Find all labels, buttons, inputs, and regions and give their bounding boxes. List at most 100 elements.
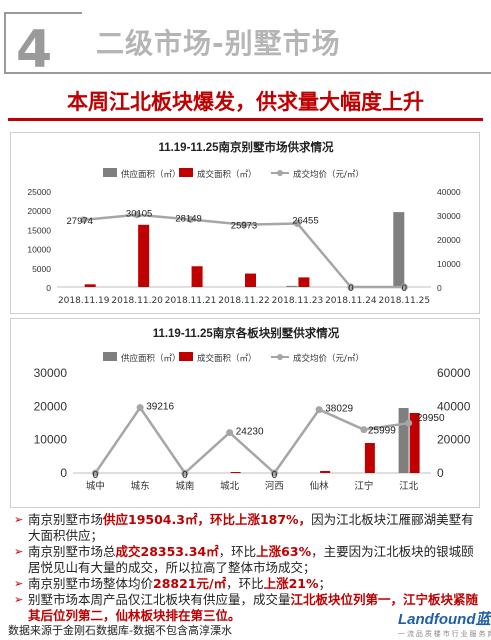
avg-price-point <box>133 211 141 219</box>
avg-price-data-label: 25999 <box>368 426 396 437</box>
x-tick-label: 2018.11.19 <box>58 296 110 306</box>
x-tick-label: 城北 <box>220 481 240 492</box>
summary-note: ➢ 南京别墅市场整体均价28821元/㎡，环比上涨21%； <box>14 576 484 592</box>
chart-daily-supply-demand: 11.19-11.25南京别墅市场供求情况 供应面积（㎡） 成交面积（㎡） 成交均价（… <box>10 132 480 314</box>
chart-title: 11.19-11.25南京各板块别墅供求情况 <box>153 326 340 340</box>
y-left-tick-label: 20000 <box>34 399 68 413</box>
avg-price-data-label: 30105 <box>126 209 152 220</box>
bar-transaction <box>320 471 331 473</box>
y-right-tick-label: 20000 <box>437 433 471 447</box>
x-tick-label: 城南 <box>175 480 194 492</box>
bar-transaction <box>364 443 375 473</box>
avg-price-point <box>270 469 278 477</box>
bar-supply <box>286 285 298 287</box>
x-tick-label: 城中 <box>86 480 105 492</box>
x-tick-label: 河西 <box>265 480 284 492</box>
note-text: 南京别墅市场总 <box>28 544 116 559</box>
legend-label: 成交面积（㎡） <box>197 169 257 180</box>
arrow-bullet-icon: ➢ <box>14 577 24 590</box>
avg-price-point <box>80 216 88 224</box>
x-tick-label: 江北 <box>399 481 419 492</box>
avg-price-data-label: 26455 <box>292 216 318 227</box>
x-tick-label: 江宁 <box>354 480 373 492</box>
y-right-tick-label: 60000 <box>437 366 471 380</box>
note-text: ，主要因为江北板块的银城颐居悦见山有大量的成交，所以拉高了整体市场成交； <box>28 544 474 575</box>
avg-price-data-label: 0 <box>402 283 407 294</box>
legend-bar-swatch <box>179 168 193 177</box>
note-text: 南京别墅市场 <box>28 512 104 527</box>
note-highlight: 江北板块位列第一，江宁板块紧随其后位列第二，仙林板块排在第三位。 <box>28 592 479 623</box>
bar-transaction <box>191 266 203 287</box>
note-highlight: 供应19504.3㎡，环比上涨187%， <box>103 512 312 527</box>
note-text: 别墅市场本周产品仅江北板块有供应量，成交量 <box>28 592 291 607</box>
x-tick-label: 2018.11.22 <box>218 296 270 306</box>
x-tick-label: 仙林 <box>310 480 330 492</box>
summary-note: ➢ 南京别墅市场总成交28353.34㎡，环比上涨63%，主要因为江北板块的银城颐… <box>14 544 484 576</box>
legend-marker-swatch <box>277 170 283 176</box>
y-right-tick-label: 40000 <box>437 399 471 413</box>
summary-notes: ➢ 南京别墅市场供应19504.3㎡，环比上涨187%，因为江北板块江雁郦湖美墅有… <box>14 512 484 624</box>
bar-supply <box>393 212 405 287</box>
x-tick-label: 城东 <box>131 480 150 492</box>
note-text: ，环比 <box>218 544 257 559</box>
y-right-tick-label: 20000 <box>437 235 461 245</box>
y-left-tick-label: 15000 <box>27 225 51 235</box>
note-text: ，环比 <box>226 576 264 591</box>
y-left-tick-label: 30000 <box>34 366 68 380</box>
y-right-tick-label: 10000 <box>437 259 461 269</box>
y-right-tick-label: 40000 <box>437 187 461 197</box>
avg-price-point <box>315 406 323 414</box>
avg-price-data-label: 0 <box>348 283 353 294</box>
y-left-tick-label: 10000 <box>27 245 51 255</box>
y-right-tick-label: 30000 <box>437 211 461 221</box>
x-tick-label: 2018.11.20 <box>111 296 163 306</box>
y-left-tick-label: 0 <box>46 283 51 293</box>
landfound-logo: Landfound蓝风 一 流 品 质 楼 市 行 业 服 务 商 <box>398 608 491 638</box>
y-left-tick-label: 10000 <box>34 433 68 447</box>
note-highlight: 28821元/㎡ <box>153 576 227 591</box>
y-left-tick-label: 5000 <box>32 264 51 274</box>
y-left-tick-label: 25000 <box>27 187 51 197</box>
section-title: 二级市场-别墅市场 <box>96 27 341 60</box>
legend-bar-swatch <box>103 168 117 177</box>
avg-price-point <box>360 426 368 434</box>
arrow-bullet-icon: ➢ <box>14 593 24 606</box>
headline-underline <box>8 118 483 121</box>
y-left-tick-label: 20000 <box>27 206 51 216</box>
logo-wordmark: Landfound蓝风 <box>398 611 491 628</box>
y-left-tick-label: 0 <box>60 466 67 480</box>
avg-price-data-label: 27974 <box>67 216 93 227</box>
header-divider <box>82 72 491 74</box>
avg-price-point <box>136 404 144 412</box>
arrow-bullet-icon: ➢ <box>14 513 24 526</box>
avg-price-data-label: 29950 <box>417 413 445 424</box>
bar-transaction <box>230 472 241 473</box>
chart-district-supply-demand: 11.19-11.25南京各板块别墅供求情况 供应面积（㎡） 成交面积（㎡） 成交均价… <box>10 318 480 508</box>
avg-price-data-label: 28149 <box>175 213 201 224</box>
avg-price-data-label: 25973 <box>231 221 257 232</box>
avg-price-data-label: 24230 <box>236 427 264 438</box>
bar-transaction <box>84 284 96 287</box>
avg-price-data-label: 0 <box>182 470 188 481</box>
legend-bar-swatch <box>179 352 193 361</box>
avg-price-data-label: 39216 <box>146 402 174 413</box>
note-text: ； <box>318 576 332 591</box>
avg-price-point <box>181 469 189 477</box>
avg-price-point <box>240 221 248 229</box>
x-tick-label: 2018.11.23 <box>272 296 324 306</box>
chart-title: 11.19-11.25南京别墅市场供求情况 <box>158 140 334 154</box>
section-number-box: 4 <box>4 12 82 80</box>
legend-label: 成交均价（元/㎡） <box>293 169 364 180</box>
avg-price-point <box>400 283 408 291</box>
legend-marker-swatch <box>277 354 283 360</box>
x-tick-label: 2018.11.25 <box>379 296 431 306</box>
y-right-tick-label: 0 <box>437 466 444 480</box>
legend-label: 供应面积（㎡） <box>121 353 181 364</box>
avg-price-point <box>187 215 195 223</box>
x-tick-label: 2018.11.21 <box>165 296 217 306</box>
data-source-note: 数据来源于金刚石数据库-数据不包含高淳溧水 <box>8 624 232 637</box>
page-header: 4 二级市场-别墅市场 <box>0 0 491 80</box>
logo-tagline: 一 流 品 质 楼 市 行 业 服 务 商 <box>398 631 491 638</box>
